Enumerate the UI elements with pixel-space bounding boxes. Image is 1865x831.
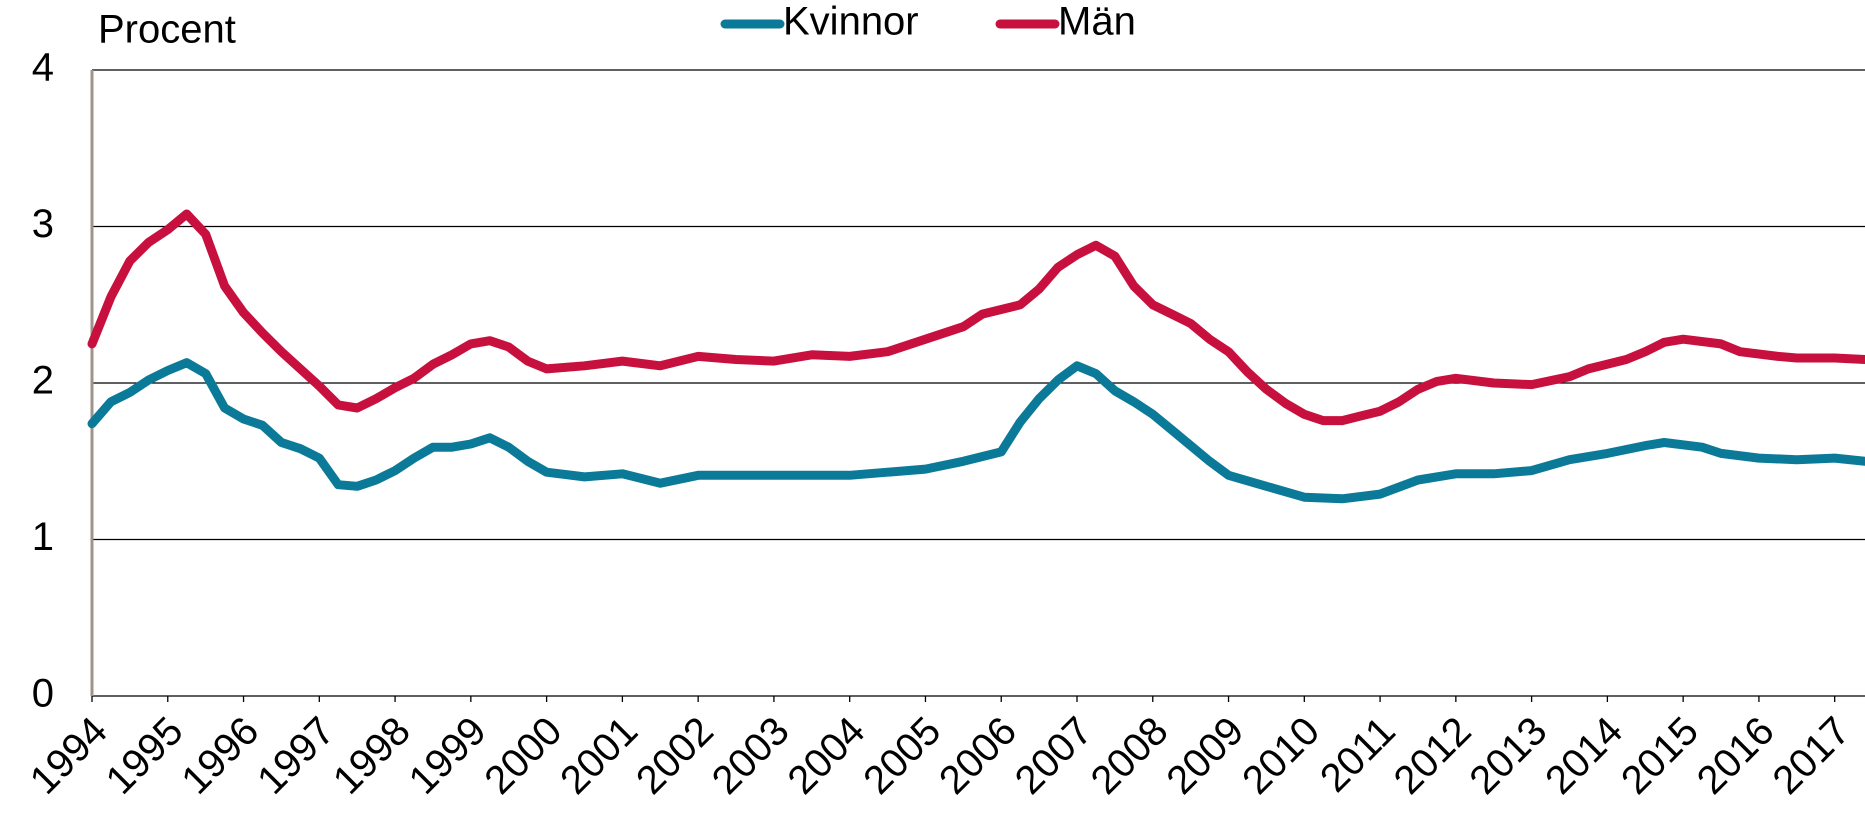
- x-tick-label: 2012: [1386, 709, 1480, 803]
- x-tick-label: 2017: [1764, 709, 1858, 803]
- y-tick-label: 2: [32, 359, 54, 403]
- series-line: [87, 358, 1865, 504]
- x-tick-label: 2007: [1007, 709, 1101, 803]
- x-tick-label: 2008: [1083, 709, 1177, 803]
- legend-label: Kvinnor: [783, 0, 919, 44]
- series-line: [87, 209, 1865, 426]
- x-tick-label: 2001: [552, 709, 646, 803]
- x-tick-label: 2011: [1312, 709, 1404, 801]
- legend-label: Män: [1058, 0, 1136, 44]
- y-tick-label: 4: [32, 46, 54, 90]
- x-tick-label: 1999: [401, 709, 495, 803]
- x-tick-label: 2003: [704, 709, 798, 803]
- x-tick-label: 1994: [22, 709, 116, 803]
- x-tick-label: 2005: [855, 709, 949, 803]
- x-tick-label: 2002: [628, 709, 722, 803]
- x-tick-label: 2004: [779, 709, 873, 803]
- y-tick-label: 1: [32, 515, 54, 559]
- x-tick-label: 1995: [98, 709, 192, 803]
- x-tick-label: 2010: [1234, 709, 1328, 803]
- x-tick-label: 2013: [1461, 709, 1555, 803]
- x-tick-label: 2006: [931, 709, 1025, 803]
- y-tick-label: 3: [32, 202, 54, 246]
- x-tick-label: 2000: [476, 709, 570, 803]
- x-tick-label: 2014: [1537, 709, 1631, 803]
- x-tick-label: 2015: [1613, 709, 1707, 803]
- x-tick-label: 2009: [1158, 709, 1252, 803]
- y-tick-label: 0: [32, 672, 54, 716]
- x-tick-label: 1997: [249, 709, 343, 803]
- x-tick-label: 2016: [1689, 709, 1783, 803]
- x-tick-label: 1998: [325, 709, 419, 803]
- y-axis-title: Procent: [98, 8, 236, 52]
- x-tick-label: 1996: [173, 709, 267, 803]
